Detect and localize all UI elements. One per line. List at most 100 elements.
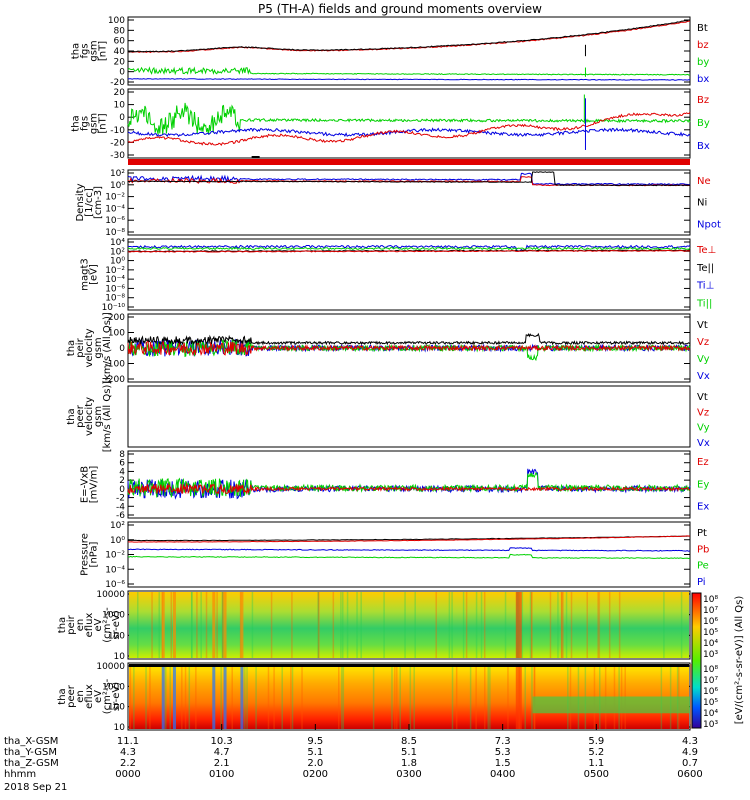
spectro-streak [562,592,564,658]
y-tick-label: 0 [119,344,125,354]
legend-entry: Vy [697,354,710,365]
panel-frame [127,521,691,588]
spectro-streak [504,592,507,658]
traces [129,664,692,729]
x-tick-label: 7.3 [495,736,511,747]
legend-entry: Ni [697,198,707,209]
y-tick-label: -6 [116,511,125,521]
traces [127,156,691,187]
y-tick-label: 100 [108,16,125,26]
spectro-streak [469,664,472,729]
y-axis-label: tha [57,688,68,704]
traces [129,592,689,658]
y-axis-label: velocity [84,397,95,436]
spectro-streak [475,592,478,658]
y-axis-label: fgs [80,116,91,131]
colorbar-label: [eV/(cm²-s-sr-eV)] (All Qs) [734,596,745,725]
y-axis-label: gsm [93,337,104,358]
y-axis-label: [km/s (All Qs)] [102,312,113,384]
legend-entry: Ey [697,479,709,490]
y-axis-label: velocity [84,328,95,367]
y-axis-label: sr-eV) [111,610,122,639]
y-axis-label: [nT] [98,41,109,61]
spectro-streak [360,592,362,658]
legend-entry: Te|| [696,263,714,274]
series-ni [128,171,691,187]
spectro-streak [191,592,193,658]
spectro-streak [515,664,522,729]
x-tick-label: 11.1 [117,736,139,747]
y-tick-label: -100 [105,360,126,370]
spectro-streak [290,664,292,729]
spectro-streak [133,664,135,729]
spectro-streak [244,664,246,729]
colorbar-tick: 10⁴ [703,709,718,719]
x-tick-label: 5.9 [588,736,604,747]
y-axis-label: E=-VxB [80,466,91,503]
spectro-streak [196,592,198,658]
spectro-streak [484,664,486,729]
y-axis-label: en [75,619,86,632]
y-axis-label: tha [66,408,77,424]
panel-frame [127,590,691,660]
y-tick-label: -20 [110,138,125,148]
series-tipar [127,246,691,251]
spectro-streak [480,592,483,658]
spectro-streak [391,664,393,729]
spectro-streak [220,664,222,729]
legend-entry: Pe [697,561,709,572]
legend-entry: Vz [697,337,709,348]
colorbar-tick: 10⁷ [703,606,718,616]
series-by [127,66,691,76]
spectro-streak [195,664,197,729]
y-tick-label: 0 [119,485,125,495]
spectro-streak [462,592,465,658]
spectrogram [129,592,689,658]
y-tick-label: 10⁻⁴ [105,275,125,285]
y-tick-label: 100 [108,631,125,641]
x-tick-label: 0600 [677,769,702,780]
y-axis-label: peer [66,684,77,708]
series-vz [127,340,691,357]
x-tick-label: 10.3 [211,736,233,747]
spectro-streak [332,592,335,658]
traces [127,535,691,560]
y-tick-label: 2 [119,476,125,486]
y-tick-label: 0 [119,68,125,78]
y-tick-label: 200 [108,313,125,323]
x-tick-label: 1.8 [401,758,417,769]
legend-entry: Bz [697,95,709,106]
x-row-label: tha_Y-GSM [4,747,57,758]
spectro-streak [663,592,665,658]
legend-entry: By [697,118,710,129]
spectro-streak [404,592,406,658]
spectro-streak [340,592,342,658]
spectro-streak [475,664,477,729]
traces [127,94,691,150]
x-tick-label: 0.7 [682,758,698,769]
colorbar-tick: 10³ [703,720,718,730]
spectro-streak [240,664,244,729]
y-axis-label: [1/cc] [84,188,95,217]
spectro-streak [483,592,486,658]
x-tick-label: 0300 [396,769,421,780]
legend-entry: Ti|| [696,298,712,309]
spectro-streak [270,592,273,658]
legend-entry: Vy [697,423,710,434]
panel-peir-spec: 10000 1000 100 10 thapeirenefluxeV(cm²-s-sr-… [57,590,691,662]
y-axis-label: eV [93,618,104,631]
x-tick-label: 4.3 [120,747,136,758]
y-tick-label: 10⁻⁶ [105,216,125,226]
spectro-streak [341,664,343,729]
spectro-streak [451,592,453,658]
spectro-streak [188,664,191,729]
spectro-streak [529,592,532,658]
spectro-streak [586,592,588,658]
x-tick-label: 1.5 [495,758,511,769]
panel-pressure: 10² 10⁰ 10⁻² 10⁻⁴ 10⁻⁶ Pressure[nPa] Pt Pb Pe Pi [80,521,710,590]
series-pe [127,553,691,560]
spectro-streak [129,664,132,729]
